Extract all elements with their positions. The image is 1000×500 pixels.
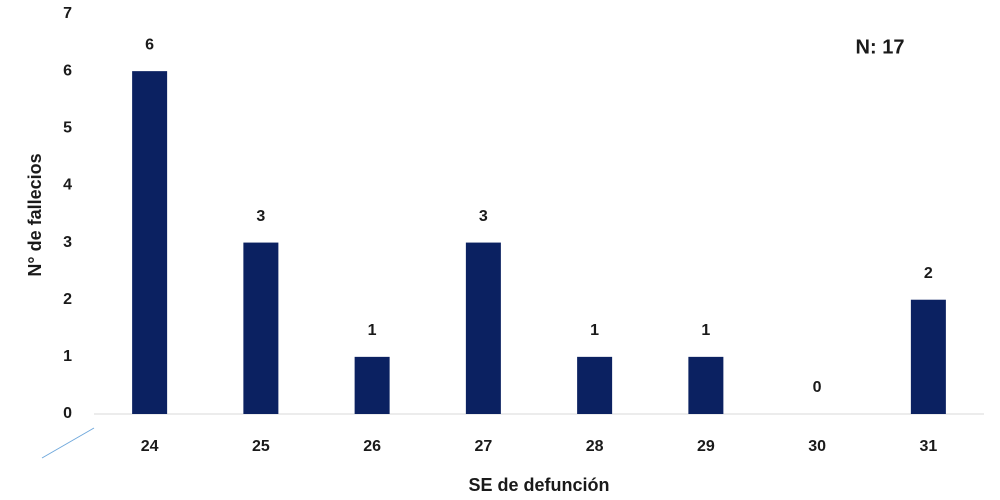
y-tick-label: 4 [63,177,72,194]
value-label: 6 [145,36,154,53]
bar [465,242,501,414]
value-label: 2 [924,265,933,282]
bar [910,299,946,414]
x-tick-label: 29 [697,438,715,455]
x-tick-label: 26 [363,438,381,455]
x-tick-label: 31 [919,438,937,455]
decoration-line [41,427,95,459]
y-tick-label: 3 [63,234,72,251]
x-tick-label: 28 [586,438,604,455]
bar [243,242,279,414]
bar [354,356,390,414]
y-tick-label: 2 [63,291,72,308]
value-label: 3 [256,208,265,225]
annotation: N: 17 [856,36,905,58]
y-tick-label: 6 [63,62,72,79]
value-label: 3 [479,208,488,225]
bar [688,356,724,414]
y-tick-label: 7 [63,5,72,22]
y-tick-label: 1 [63,348,72,365]
bar [577,356,613,414]
y-tick-label: 0 [63,405,72,422]
x-tick-label: 24 [141,438,159,455]
y-tick-label: 5 [63,120,72,137]
x-axis-title: SE de defunción [468,475,609,495]
x-tick-label: 25 [252,438,270,455]
value-label: 1 [701,322,710,339]
y-axis-title: N° de fallecios [25,153,45,276]
value-label: 0 [813,379,822,396]
value-label: 1 [590,322,599,339]
value-label: 1 [368,322,377,339]
bar [132,71,168,415]
x-tick-label: 30 [808,438,826,455]
x-tick-label: 27 [474,438,492,455]
